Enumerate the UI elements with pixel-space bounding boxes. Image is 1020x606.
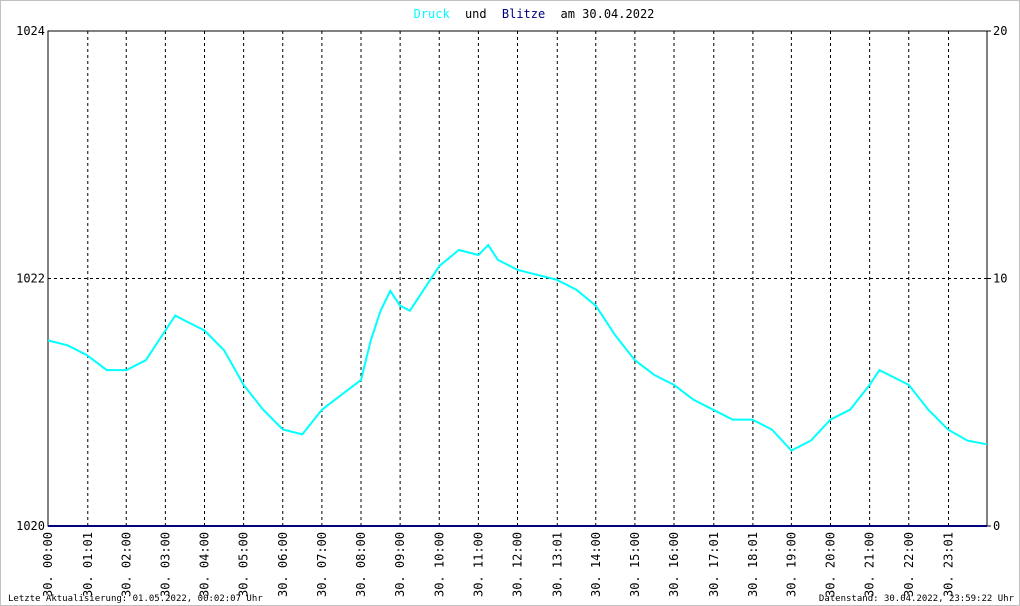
y-tick-label: 1024 <box>16 24 45 38</box>
x-tick-label: 30. 17:01 <box>707 532 721 597</box>
x-tick-label: 30. 00:00 <box>41 532 55 597</box>
x-tick-label: 30. 03:00 <box>158 532 172 597</box>
y-tick-label: 1022 <box>16 272 45 286</box>
x-tick-label: 30. 06:00 <box>276 532 290 597</box>
x-tick-label: 30. 10:00 <box>432 532 446 597</box>
x-tick-label: 30. 14:00 <box>589 532 603 597</box>
x-tick-label: 30. 18:01 <box>746 532 760 597</box>
x-tick-label: 30. 05:00 <box>237 532 251 597</box>
y2-tick-label: 20 <box>993 24 1007 38</box>
x-tick-label: 30. 07:00 <box>315 532 329 597</box>
x-tick-label: 30. 23:01 <box>942 532 956 597</box>
footer-left: Letzte Aktualisierung: 01.05.2022, 00:02… <box>8 594 263 604</box>
x-tick-label: 30. 13:01 <box>550 532 564 597</box>
x-tick-label: 30. 15:00 <box>628 532 642 597</box>
title-part: am 30.04.2022 <box>560 7 654 21</box>
x-tick-label: 30. 19:00 <box>784 532 798 597</box>
x-tick-label: 30. 21:00 <box>863 532 877 597</box>
chart-title: Druck und Blitze am 30.04.2022 <box>414 7 655 21</box>
y2-tick-label: 0 <box>993 519 1000 533</box>
x-tick-label: 30. 04:00 <box>198 532 212 597</box>
x-tick-label: 30. 09:00 <box>393 532 407 597</box>
x-tick-label: 30. 11:00 <box>471 532 485 597</box>
x-tick-label: 30. 08:00 <box>354 532 368 597</box>
series-line <box>47 243 988 452</box>
title-part: und <box>465 7 487 21</box>
y-tick-label: 1020 <box>16 519 45 533</box>
x-tick-label: 30. 12:00 <box>511 532 525 597</box>
x-tick-label: 30. 01:01 <box>81 532 95 597</box>
x-tick-label: 30. 16:00 <box>667 532 681 597</box>
y2-tick-label: 10 <box>993 272 1007 286</box>
title-part: Druck <box>414 7 451 21</box>
x-tick-label: 30. 02:00 <box>119 532 133 597</box>
title-part: Blitze <box>502 7 545 21</box>
x-tick-label: 30. 22:00 <box>902 532 916 597</box>
footer-right: Datenstand: 30.04.2022, 23:59:22 Uhr <box>819 594 1015 604</box>
x-tick-label: 30. 20:00 <box>824 532 838 597</box>
